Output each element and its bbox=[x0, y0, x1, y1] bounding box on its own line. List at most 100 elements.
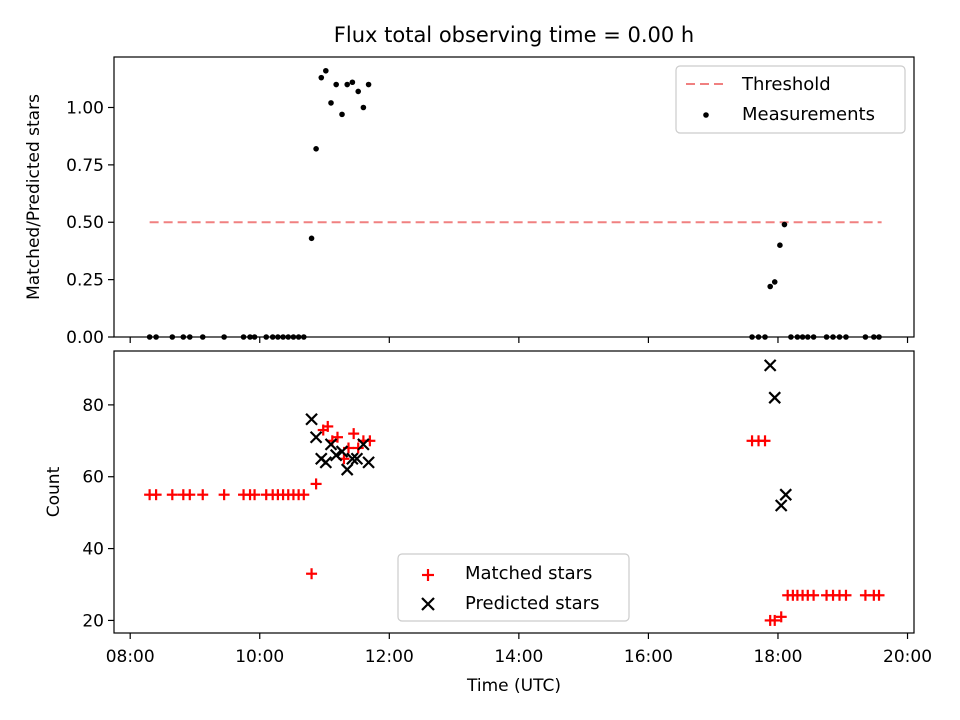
predicted-star-point bbox=[335, 445, 349, 458]
measurement-point bbox=[285, 334, 292, 340]
measurement-point bbox=[263, 334, 270, 340]
measurement-point bbox=[836, 334, 843, 340]
measurement-point bbox=[755, 334, 762, 340]
measurement-point bbox=[328, 100, 334, 106]
predicted-star-point bbox=[329, 448, 343, 462]
measurement-point bbox=[349, 79, 356, 86]
predicted-legend-label: Predicted stars bbox=[465, 593, 599, 614]
predicted-star-point bbox=[305, 412, 318, 426]
measurement-point bbox=[804, 334, 811, 340]
top-legend-box bbox=[675, 65, 906, 134]
measurement-point bbox=[240, 334, 247, 340]
matched-star-point bbox=[775, 611, 787, 623]
predicted-legend-swatch bbox=[421, 597, 435, 611]
matched-star-point bbox=[218, 489, 230, 501]
threshold-legend-label: Threshold bbox=[741, 74, 831, 95]
matched-star-point bbox=[840, 589, 852, 601]
predicted-star-point bbox=[309, 430, 323, 444]
bottom-x-tick-label: 14:00 bbox=[494, 647, 543, 667]
measurement-point bbox=[777, 242, 783, 248]
measurement-point bbox=[221, 334, 227, 340]
measurement-point bbox=[313, 146, 319, 152]
bottom-legend-box bbox=[397, 553, 630, 622]
matched-star-point bbox=[150, 489, 162, 501]
top-y-tick-label: 0.25 bbox=[66, 271, 104, 291]
matched-star-point bbox=[310, 478, 322, 490]
measurement-point bbox=[810, 334, 817, 340]
measurement-point bbox=[333, 81, 339, 88]
predicted-star-point bbox=[763, 359, 777, 372]
predicted-star-point bbox=[357, 438, 370, 451]
predicted-star-point bbox=[350, 452, 364, 466]
top-y-tick-label: 0.00 bbox=[66, 328, 104, 348]
bottom-panel: 20 40 60 80 08:00 10:00 12:00 14:00 16:00 18:00 2… bbox=[44, 350, 932, 696]
measurement-point bbox=[280, 334, 286, 340]
measurement-point bbox=[169, 334, 176, 340]
chart-title: Flux total observing time = 0.00 h bbox=[334, 23, 694, 47]
bottom-x-axis-label: Time (UTC) bbox=[466, 676, 561, 696]
matched-star-point bbox=[352, 442, 364, 454]
top-y-tick-label: 0.75 bbox=[66, 156, 104, 176]
measurement-point bbox=[788, 334, 794, 340]
measurement-point bbox=[275, 334, 281, 340]
bottom-x-tick-label: 10:00 bbox=[235, 647, 284, 667]
measurement-point bbox=[186, 334, 193, 340]
measurement-point bbox=[344, 81, 350, 88]
top-legend: Threshold Measurements bbox=[675, 65, 906, 134]
bottom-legend: Matched stars Predicted stars bbox=[397, 553, 630, 622]
predicted-star-point bbox=[362, 456, 375, 469]
bottom-plot-area bbox=[113, 350, 915, 634]
bottom-x-tick-label: 08:00 bbox=[106, 647, 155, 667]
measurement-point bbox=[830, 334, 836, 340]
matched-star-point bbox=[249, 489, 261, 501]
measurement-point bbox=[295, 334, 302, 340]
measurement-point bbox=[146, 334, 153, 340]
measurement-point bbox=[355, 88, 362, 95]
matched-star-point bbox=[331, 431, 343, 443]
measurement-point bbox=[300, 334, 307, 340]
matched-stars-series bbox=[144, 420, 885, 626]
bottom-y-tick-label: 60 bbox=[82, 468, 104, 488]
matched-star-point bbox=[166, 489, 178, 501]
matched-star-point bbox=[306, 568, 318, 580]
predicted-star-point bbox=[346, 452, 359, 466]
bottom-x-tick-label: 12:00 bbox=[365, 647, 414, 667]
predicted-star-point bbox=[768, 391, 782, 404]
measurement-point bbox=[771, 279, 778, 285]
measurement-point bbox=[799, 334, 806, 340]
bottom-x-tick-label: 16:00 bbox=[624, 647, 673, 667]
matched-star-point bbox=[759, 435, 771, 447]
measurement-point bbox=[180, 334, 187, 340]
measurement-point bbox=[843, 334, 849, 340]
measurement-point bbox=[823, 334, 830, 340]
top-plot-area bbox=[113, 56, 915, 338]
measurement-point bbox=[153, 334, 159, 340]
measurement-point bbox=[247, 334, 253, 340]
measurement-point bbox=[251, 334, 258, 340]
measurement-point bbox=[365, 81, 372, 88]
top-y-tick-label: 1.00 bbox=[66, 98, 104, 118]
predicted-star-point bbox=[319, 456, 333, 469]
bottom-x-tick-label: 18:00 bbox=[753, 647, 802, 667]
measurement-point bbox=[762, 334, 768, 340]
predicted-star-point bbox=[774, 499, 788, 512]
measurement-point bbox=[308, 235, 315, 242]
matched-star-point bbox=[348, 428, 360, 440]
bottom-y-tick-label: 40 bbox=[82, 540, 104, 560]
bottom-y-tick-label: 20 bbox=[82, 611, 104, 631]
bottom-y-axis-label: Count bbox=[44, 466, 64, 517]
matched-star-point bbox=[873, 589, 885, 601]
measurement-point bbox=[871, 334, 877, 340]
measurements-legend-swatch bbox=[703, 112, 709, 118]
measurement-point bbox=[290, 334, 297, 340]
measurement-point bbox=[323, 67, 329, 74]
matched-star-point bbox=[808, 589, 820, 601]
measurement-point bbox=[767, 283, 773, 290]
measurement-point bbox=[862, 334, 869, 340]
measurement-point bbox=[339, 111, 345, 118]
matched-legend-label: Matched stars bbox=[465, 563, 592, 584]
measurements-legend-label: Measurements bbox=[742, 104, 875, 125]
top-y-axis-label: Matched/Predicted stars bbox=[24, 94, 44, 300]
bottom-x-axis: 08:00 10:00 12:00 14:00 16:00 18:00 20:00 bbox=[106, 633, 932, 667]
top-panel: Flux total observing time = 0.00 h 0.00 0… bbox=[24, 23, 915, 348]
